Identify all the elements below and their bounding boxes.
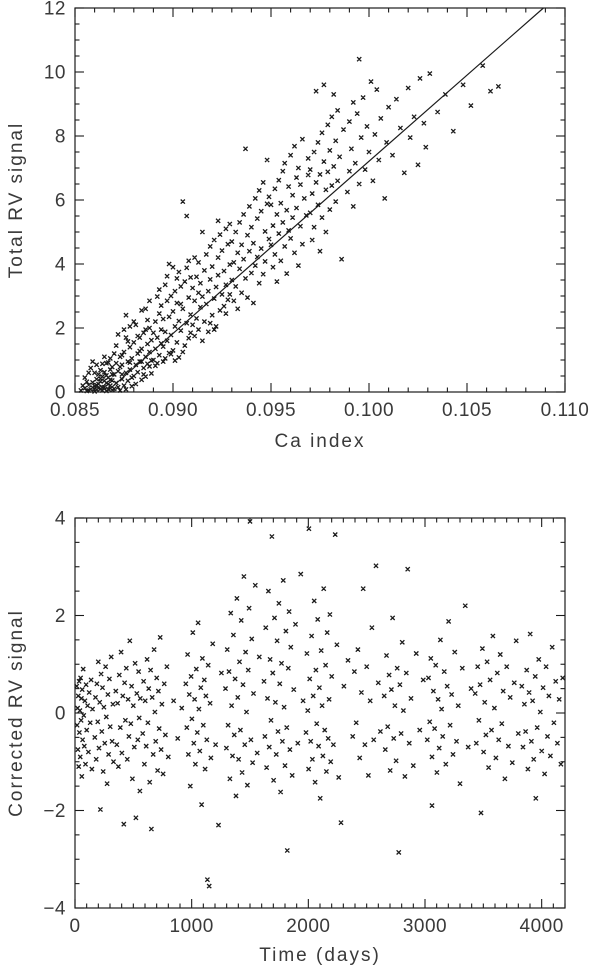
scatter-points: [78, 56, 501, 394]
y-tick-label: 2: [55, 606, 66, 627]
scatter-points: [74, 518, 566, 889]
x-tick-label: 0.100: [344, 400, 394, 421]
linear-fit-line: [105, 7, 544, 393]
x-tick-label: 2000: [286, 916, 330, 937]
y-tick-label: 4: [55, 255, 66, 276]
x-tick-label: 0.095: [246, 400, 296, 421]
y-tick-label: 0: [55, 383, 66, 404]
plot-frame: [74, 517, 566, 909]
top-x-axis-title: Ca index: [274, 431, 366, 452]
y-tick-label: 6: [55, 191, 66, 212]
x-tick-label: 0.105: [442, 400, 492, 421]
y-tick-label: −2: [43, 801, 66, 822]
y-tick-label: 4: [55, 509, 66, 530]
rv-vs-ca-scatter-plot: 0.085 0.090 0.095 0.100 0.105 0.110 0 2 4 6 8 10 12: [44, 0, 590, 421]
x-tick-label: 1000: [170, 916, 214, 937]
y-tick-label: 2: [55, 319, 66, 340]
x-tick-label: 0.085: [50, 400, 100, 421]
bottom-x-axis-title: Time (days): [259, 945, 381, 966]
plot-frame: [74, 7, 566, 393]
top-y-axis-title: Total RV signal: [6, 121, 27, 279]
x-tick-label: 0.090: [148, 400, 198, 421]
rv-vs-time-scatter-plot: 0 1000 2000 3000 4000 −4 −2 0 2 4: [43, 509, 566, 937]
y-tick-label: 12: [44, 0, 66, 20]
x-tick-label: 3000: [403, 916, 447, 937]
axis-ticks: [74, 517, 566, 909]
y-tick-label: 0: [55, 704, 66, 725]
bottom-y-axis-title: Corrected RV signal: [6, 609, 27, 817]
x-tick-label: 0.110: [541, 400, 590, 421]
y-tick-label: −4: [43, 899, 66, 920]
y-tick-label: 10: [44, 63, 66, 84]
axis-ticks: [74, 7, 566, 393]
x-tick-label: 4000: [520, 916, 564, 937]
x-tick-label: 0: [69, 916, 80, 937]
y-tick-label: 8: [55, 127, 66, 148]
